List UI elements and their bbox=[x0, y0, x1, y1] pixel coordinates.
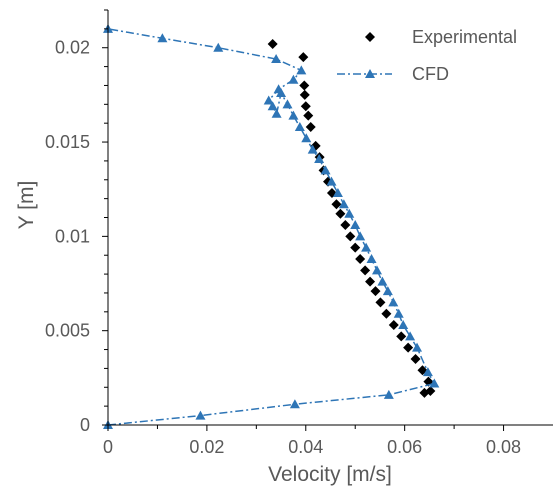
experimental-point bbox=[419, 387, 430, 398]
legend: Experimental CFD bbox=[337, 27, 517, 84]
y-tick-label: 0.01 bbox=[55, 226, 90, 246]
cfd-point bbox=[344, 208, 355, 218]
experimental-point bbox=[365, 276, 376, 287]
experimental-point bbox=[299, 80, 310, 91]
cfd-point bbox=[383, 389, 394, 399]
experimental-point bbox=[340, 220, 351, 231]
cfd-point bbox=[282, 99, 293, 109]
experimental-point bbox=[381, 308, 392, 319]
cfd-point bbox=[267, 101, 278, 111]
legend-cfd-marker bbox=[365, 69, 375, 78]
experimental-point bbox=[410, 353, 421, 364]
experimental-point bbox=[298, 52, 309, 63]
cfd-point bbox=[377, 276, 388, 286]
experimental-point bbox=[403, 342, 414, 353]
plot-area bbox=[103, 23, 440, 429]
cfd-point bbox=[296, 65, 307, 75]
legend-cfd-label: CFD bbox=[412, 64, 449, 84]
cfd-point bbox=[429, 378, 440, 388]
cfd-series-line bbox=[107, 28, 436, 426]
experimental-point bbox=[331, 199, 342, 210]
x-tick-label: 0.02 bbox=[189, 437, 224, 457]
experimental-point bbox=[335, 208, 346, 219]
legend-experimental-marker bbox=[365, 32, 375, 42]
y-tick-label: 0 bbox=[80, 415, 90, 435]
experimental-point bbox=[350, 242, 361, 253]
experimental-point bbox=[299, 89, 310, 100]
experimental-point bbox=[355, 254, 366, 264]
cfd-point bbox=[314, 154, 325, 164]
cfd-point bbox=[422, 367, 433, 377]
axes: 0 0.02 0.04 0.06 0.08 0 0.005 0.01 0.015 0.02 Velo… bbox=[15, 9, 553, 486]
cfd-point bbox=[271, 108, 282, 118]
cfd-point bbox=[301, 133, 312, 143]
cfd-point bbox=[382, 286, 393, 296]
cfd-point bbox=[412, 342, 423, 352]
cfd-point bbox=[273, 84, 284, 94]
cfd-point bbox=[338, 199, 349, 209]
experimental-point bbox=[303, 110, 314, 121]
cfd-point bbox=[294, 121, 305, 131]
cfd-point bbox=[195, 410, 206, 420]
cfd-point bbox=[289, 399, 300, 409]
cfd-point bbox=[288, 74, 299, 84]
experimental-point bbox=[375, 297, 386, 308]
experimental-point bbox=[345, 231, 356, 242]
cfd-point bbox=[398, 320, 409, 330]
experimental-point bbox=[360, 265, 371, 276]
y-tick-label: 0.02 bbox=[55, 38, 90, 58]
cfd-point bbox=[350, 220, 361, 230]
experimental-point bbox=[305, 121, 316, 132]
cfd-point bbox=[213, 42, 224, 52]
cfd-point bbox=[288, 110, 299, 120]
experimental-point bbox=[396, 331, 407, 342]
cfd-point bbox=[157, 33, 168, 43]
y-tick-label: 0.015 bbox=[45, 132, 90, 152]
x-tick-label: 0.08 bbox=[486, 437, 521, 457]
x-tick-label: 0.04 bbox=[288, 437, 323, 457]
cfd-point bbox=[332, 187, 343, 197]
cfd-point bbox=[326, 176, 337, 186]
experimental-point bbox=[370, 286, 381, 297]
cfd-point bbox=[355, 231, 366, 241]
cfd-point bbox=[361, 242, 372, 252]
cfd-point bbox=[366, 254, 377, 263]
cfd-point bbox=[371, 265, 382, 275]
legend-experimental-label: Experimental bbox=[412, 27, 517, 47]
cfd-point bbox=[307, 144, 318, 154]
y-tick-label: 0.005 bbox=[45, 321, 90, 341]
cfd-point bbox=[393, 308, 404, 318]
y-axis-title: Y [m] bbox=[15, 181, 38, 230]
cfd-point bbox=[263, 95, 274, 105]
x-axis-title: Velocity [m/s] bbox=[268, 463, 392, 486]
cfd-point bbox=[388, 297, 399, 307]
experimental-point bbox=[300, 101, 311, 112]
cfd-point bbox=[271, 54, 282, 64]
cfd-point bbox=[405, 331, 416, 341]
x-tick-label: 0.06 bbox=[387, 437, 422, 457]
experimental-point bbox=[388, 320, 399, 331]
x-tick-label: 0 bbox=[103, 437, 113, 457]
cfd-point bbox=[320, 165, 331, 175]
experimental-point bbox=[267, 38, 278, 49]
